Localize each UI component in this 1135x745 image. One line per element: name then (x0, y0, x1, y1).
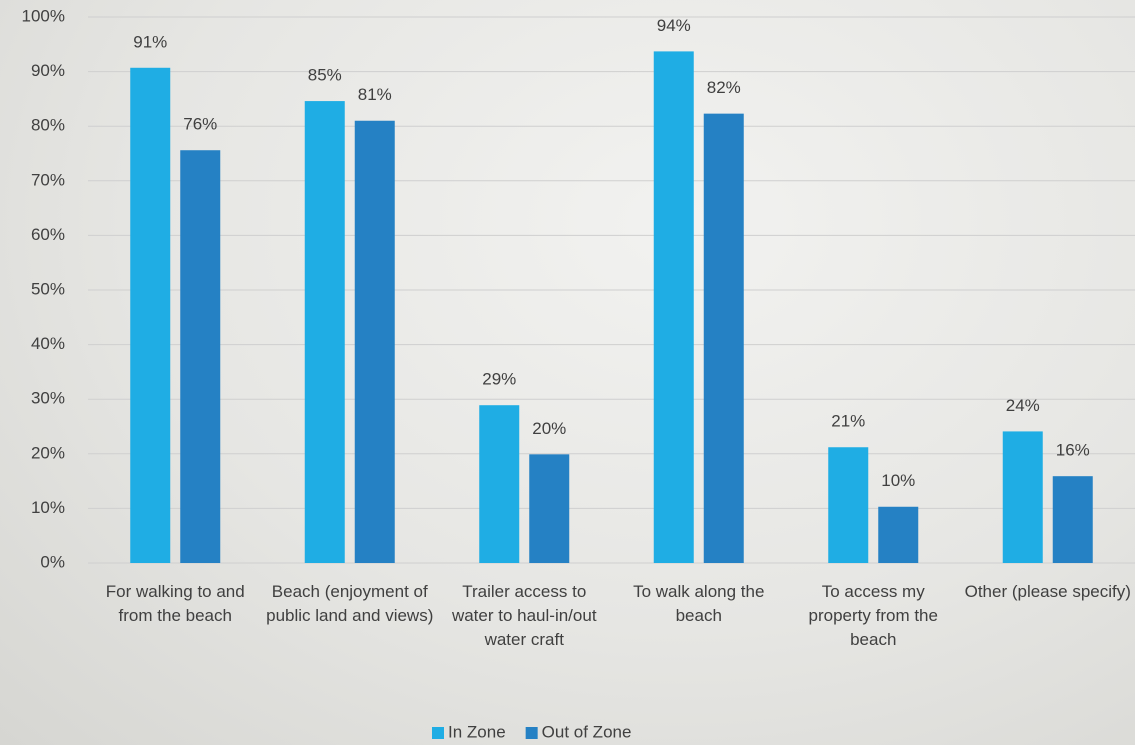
legend-swatch (525, 727, 538, 739)
bar (304, 101, 345, 564)
x-tick-label: To walk along the beach (633, 582, 765, 625)
y-tick-label: 10% (31, 498, 65, 517)
x-tick-label: Trailer access to water to haul-in/out w… (451, 582, 597, 649)
y-tick-label: 30% (31, 389, 65, 408)
data-label: 85% (308, 66, 342, 85)
legend-label: In Zone (448, 722, 506, 741)
y-tick-label: 80% (31, 116, 65, 135)
bar (354, 120, 395, 564)
x-tick-label: Other (please specify) (964, 582, 1131, 601)
data-label: 94% (657, 16, 691, 35)
data-label: 82% (707, 78, 741, 97)
bar (180, 150, 221, 563)
data-label: 20% (532, 419, 566, 438)
bar (479, 405, 520, 563)
y-tick-label: 0% (40, 552, 65, 571)
y-tick-label: 60% (31, 225, 65, 244)
y-tick-label: 50% (31, 279, 65, 298)
data-label: 24% (1006, 396, 1040, 415)
bar (529, 454, 570, 563)
legend-label: Out of Zone (542, 722, 632, 741)
bar (1052, 476, 1093, 563)
data-label: 91% (133, 32, 167, 51)
data-label: 29% (482, 370, 516, 389)
x-tick-label: Beach (enjoyment of public land and view… (266, 582, 434, 625)
data-label: 76% (183, 115, 217, 134)
bar (878, 506, 919, 563)
data-label: 81% (358, 85, 392, 104)
y-tick-label: 20% (31, 443, 65, 462)
y-tick-label: 40% (31, 334, 65, 353)
bar (1002, 431, 1043, 563)
legend-swatch (432, 727, 444, 739)
bar (130, 67, 171, 563)
y-tick-label: 90% (31, 61, 65, 80)
y-tick-label: 70% (31, 170, 65, 189)
data-label: 10% (881, 471, 915, 490)
bar (703, 113, 744, 563)
bar (653, 51, 694, 563)
x-tick-label: To access my property from the beach (808, 582, 938, 649)
bar (828, 447, 869, 563)
data-label: 21% (831, 412, 865, 431)
x-tick-label: For walking to and from the beach (105, 582, 245, 625)
y-tick-label: 100% (22, 6, 65, 25)
data-label: 16% (1056, 441, 1090, 460)
